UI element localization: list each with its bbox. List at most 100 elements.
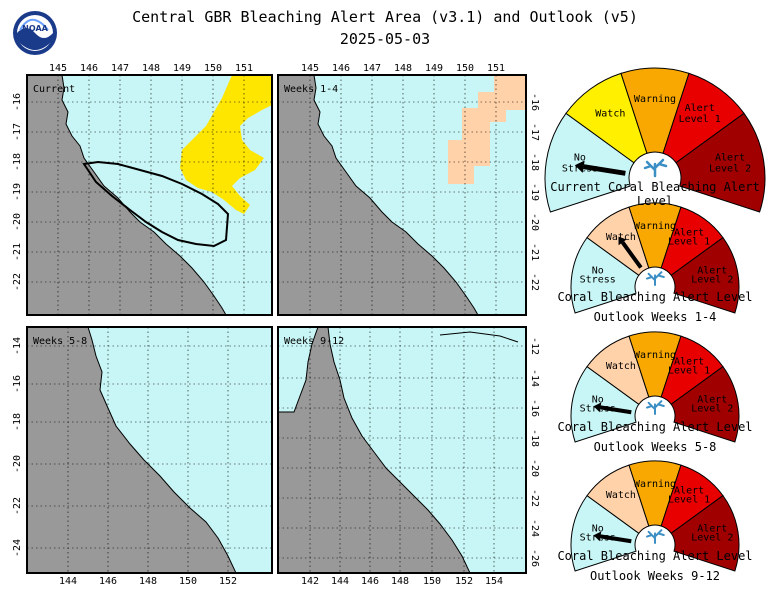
gauge-label-alert1: Alert Level 1 bbox=[679, 103, 721, 125]
map-current: Current 145 146 147 148 149 150 151 -16 … bbox=[12, 63, 273, 316]
tick-label: 152 bbox=[219, 576, 237, 587]
gauge-label-warning: Warning bbox=[634, 350, 676, 361]
tick-label: 154 bbox=[485, 576, 503, 587]
alert-gauges: NoStressWatchWarningAlertLevel 1AlertLev… bbox=[544, 67, 766, 572]
tick-label: -20 bbox=[529, 459, 540, 477]
tick-label: 147 bbox=[111, 63, 129, 74]
tick-label: -18 bbox=[529, 429, 540, 447]
tick-label: 145 bbox=[301, 63, 319, 74]
tick-label: 145 bbox=[49, 63, 67, 74]
tick-label: -21 bbox=[12, 243, 23, 261]
tick-label: 147 bbox=[363, 63, 381, 74]
tick-label: -22 bbox=[12, 497, 23, 515]
map-weeks-1-4-y-ticks: -16 -17 -18 -19 -20 -21 -22 bbox=[529, 93, 540, 291]
gauge-label-alert1: Alert Level 1 bbox=[668, 486, 710, 506]
coral-icon bbox=[646, 529, 665, 544]
map-current-watch-area bbox=[180, 75, 272, 214]
tick-label: -16 bbox=[529, 399, 540, 417]
map-weeks-1-4-land bbox=[278, 75, 479, 315]
tick-label: 150 bbox=[179, 576, 197, 587]
noaa-logo-text: NOAA bbox=[22, 24, 48, 33]
map-weeks-9-12-y-ticks: -12 -14 -16 -18 -20 -22 -24 -26 bbox=[529, 337, 540, 567]
gauge-caption-sub: Outlook Weeks 5-8 bbox=[593, 440, 717, 454]
map-weeks-1-4: Weeks 1-4 145 146 147 148 149 150 151 -1… bbox=[277, 63, 540, 316]
map-weeks-5-8-land bbox=[27, 327, 237, 573]
tick-label: -14 bbox=[12, 337, 23, 355]
coral-icon bbox=[643, 158, 668, 178]
gauge-segment-no-stress bbox=[570, 494, 640, 572]
tick-label: -17 bbox=[12, 123, 23, 141]
tick-label: -20 bbox=[12, 455, 23, 473]
tick-label: 144 bbox=[331, 576, 349, 587]
gauge-label-alert2: Alert Level 2 bbox=[709, 153, 751, 175]
gauge-segment-alert2 bbox=[670, 365, 740, 443]
coral-icon bbox=[646, 271, 665, 286]
tick-label: 149 bbox=[425, 63, 443, 74]
map-current-alert-area-outline bbox=[82, 160, 230, 248]
tick-label: -19 bbox=[12, 183, 23, 201]
map-weeks-9-12-label: Weeks 9-12 bbox=[284, 336, 344, 347]
tick-label: -18 bbox=[12, 413, 23, 431]
tick-label: -16 bbox=[12, 375, 23, 393]
gauge-caption: Coral Bleaching Alert Level bbox=[557, 549, 753, 563]
map-current-y-ticks: -16 -17 -18 -19 -20 -21 -22 bbox=[12, 93, 23, 291]
gauge-caption: Current Coral Bleaching Alert Level bbox=[550, 180, 760, 208]
gauge-label-alert2: Alert Level 2 bbox=[691, 523, 733, 543]
map-weeks-9-12-x-ticks: 142 144 146 148 150 152 154 bbox=[301, 576, 503, 587]
tick-label: -24 bbox=[12, 539, 23, 557]
gauge-label-watch: Watch bbox=[595, 109, 625, 120]
tick-label: -22 bbox=[12, 273, 23, 291]
gauge-caption: Coral Bleaching Alert Level bbox=[557, 290, 753, 304]
tick-label: 146 bbox=[80, 63, 98, 74]
gauge-label-warning: Warning bbox=[634, 479, 676, 490]
gauge-label-watch: Watch bbox=[606, 490, 636, 501]
tick-label: 151 bbox=[235, 63, 253, 74]
tick-label: -24 bbox=[529, 519, 540, 537]
tick-label: -17 bbox=[529, 123, 540, 141]
map-weeks-5-8-label: Weeks 5-8 bbox=[33, 336, 87, 347]
tick-label: 146 bbox=[361, 576, 379, 587]
tick-label: -20 bbox=[12, 213, 23, 231]
tick-label: -26 bbox=[529, 549, 540, 567]
gauge-segment-no-stress bbox=[570, 365, 640, 443]
tick-label: 148 bbox=[139, 576, 157, 587]
tick-label: 150 bbox=[204, 63, 222, 74]
page-title: Central GBR Bleaching Alert Area (v3.1) … bbox=[132, 8, 638, 26]
map-weeks-1-4-outlook-area bbox=[448, 75, 526, 184]
coral-icon bbox=[646, 400, 665, 415]
gauge-segment-alert2 bbox=[670, 236, 740, 314]
map-weeks-1-4-x-ticks: 145 146 147 148 149 150 151 bbox=[301, 63, 505, 74]
tick-label: -22 bbox=[529, 273, 540, 291]
gauge-segment-alert2 bbox=[675, 112, 766, 213]
tick-label: 150 bbox=[456, 63, 474, 74]
map-weeks-9-12-island-outline bbox=[439, 331, 519, 343]
gauge-needle bbox=[583, 164, 626, 176]
tick-label: 149 bbox=[173, 63, 191, 74]
map-current-grid bbox=[27, 75, 272, 315]
map-weeks-1-4-label: Weeks 1-4 bbox=[284, 84, 338, 95]
gauge-needle bbox=[620, 241, 643, 269]
tick-label: 146 bbox=[332, 63, 350, 74]
tick-label: 146 bbox=[99, 576, 117, 587]
alert-gauge: NoStressWatchWarningAlertLevel 1AlertLev… bbox=[570, 202, 740, 314]
map-weeks-9-12: Weeks 9-12 142 144 146 148 150 152 154 -… bbox=[277, 326, 540, 587]
gauge-needle-head bbox=[574, 160, 585, 173]
map-weeks-9-12-land bbox=[278, 327, 471, 573]
gauge-needle-head bbox=[593, 531, 602, 542]
tick-label: 150 bbox=[423, 576, 441, 587]
gauge-label-alert2: Alert Level 2 bbox=[691, 394, 733, 414]
alert-gauge: NoStressWatchWarningAlertLevel 1AlertLev… bbox=[544, 67, 766, 213]
tick-label: 148 bbox=[142, 63, 160, 74]
tick-label: -18 bbox=[529, 153, 540, 171]
tick-label: -14 bbox=[529, 369, 540, 387]
map-weeks-5-8-y-ticks: -14 -16 -18 -20 -22 -24 bbox=[12, 337, 23, 557]
tick-label: 151 bbox=[487, 63, 505, 74]
gauge-caption: Coral Bleaching Alert Level bbox=[557, 420, 753, 434]
tick-label: -21 bbox=[529, 243, 540, 261]
gauge-segment-no-stress bbox=[570, 236, 640, 314]
map-weeks-9-12-grid bbox=[278, 327, 526, 573]
tick-label: -16 bbox=[529, 93, 540, 111]
noaa-logo-icon: NOAA bbox=[13, 11, 57, 55]
